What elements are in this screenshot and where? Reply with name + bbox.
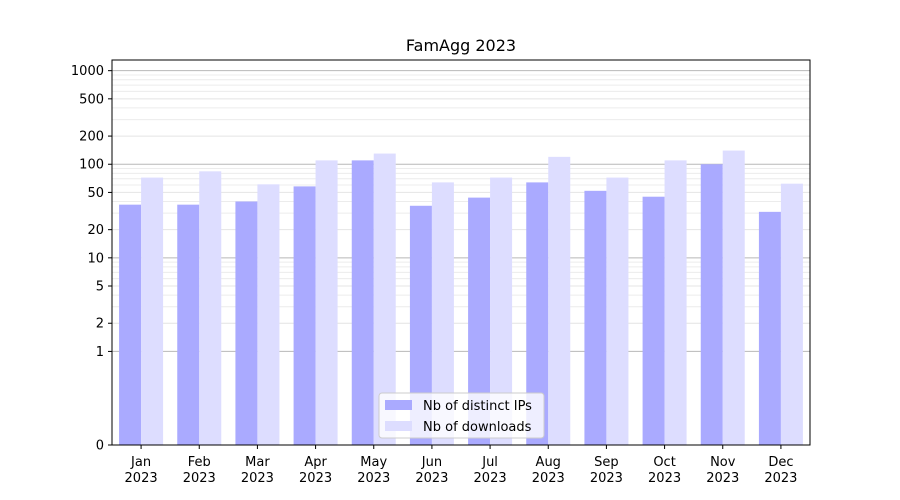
x-tick-label-month: Jun [421, 455, 442, 470]
x-tick-label-month: Oct [653, 455, 675, 470]
legend-label: Nb of downloads [423, 420, 532, 435]
bar-distinct-ips [642, 196, 665, 445]
x-tick-label-year: 2023 [125, 471, 158, 486]
bar-distinct-ips [235, 201, 258, 445]
bars [119, 150, 803, 446]
legend: Nb of distinct IPs Nb of downloads [378, 392, 545, 439]
legend-swatch [385, 421, 412, 431]
bar-distinct-ips [700, 164, 723, 445]
bar-distinct-ips [177, 204, 200, 445]
x-tick-label-year: 2023 [590, 471, 623, 486]
x-tick-label-month: Apr [304, 455, 327, 470]
x-tick-label-year: 2023 [299, 471, 332, 486]
bar-downloads [664, 160, 687, 445]
bar-downloads [490, 177, 513, 446]
x-tick-label-year: 2023 [474, 471, 507, 486]
y-tick-label: 2 [96, 317, 104, 332]
x-tick-label-year: 2023 [532, 471, 565, 486]
bar-distinct-ips [468, 197, 491, 445]
bar-distinct-ips [119, 204, 142, 445]
y-tick-label: 500 [79, 92, 104, 107]
x-tick-label-year: 2023 [415, 471, 448, 486]
y-tick-label: 200 [79, 130, 104, 145]
y-tick-label: 100 [79, 158, 104, 173]
x-tick-label-year: 2023 [648, 471, 681, 486]
bar-downloads [722, 150, 745, 445]
x-tick-label-year: 2023 [706, 471, 739, 486]
y-tick-label: 1000 [71, 64, 104, 79]
bar-distinct-ips [351, 160, 374, 445]
x-tick-label-year: 2023 [241, 471, 274, 486]
legend-swatch [385, 400, 412, 410]
x-tick-label-month: Sep [594, 455, 619, 470]
chart-title: FamAgg 2023 [406, 36, 516, 55]
bar-distinct-ips [526, 182, 549, 445]
x-tick-label-month: Mar [245, 455, 270, 470]
y-tick-label: 20 [87, 223, 104, 238]
bar-downloads [257, 184, 280, 445]
legend-label: Nb of distinct IPs [423, 399, 532, 414]
x-tick-label-year: 2023 [183, 471, 216, 486]
bar-downloads [141, 177, 164, 446]
x-tick-label-year: 2023 [764, 471, 797, 486]
bar-distinct-ips [409, 205, 432, 445]
x-tick-label-month: Jan [130, 455, 151, 470]
y-tick-label: 50 [87, 186, 104, 201]
bar-downloads [315, 160, 338, 445]
x-axis: Jan2023Feb2023Mar2023Apr2023May2023Jun20… [125, 445, 797, 486]
bar-distinct-ips [758, 211, 781, 445]
bar-downloads [199, 171, 222, 445]
bar-distinct-ips [584, 190, 607, 445]
x-tick-label-month: Aug [536, 455, 561, 470]
bar-downloads [548, 156, 571, 446]
bar-downloads [606, 177, 629, 446]
bar-distinct-ips [293, 186, 316, 445]
legend-box [378, 392, 545, 439]
y-tick-label: 0 [96, 439, 104, 454]
y-tick-label: 5 [96, 280, 104, 295]
plot-frame [111, 59, 811, 446]
x-tick-label-month: Dec [768, 455, 793, 470]
y-tick-label: 1 [96, 345, 104, 360]
grid-lines [112, 70, 810, 446]
x-tick-label-month: May [360, 455, 387, 470]
x-tick-label-month: Jul [481, 455, 498, 470]
y-tick-label: 10 [87, 251, 104, 266]
bar-downloads [780, 183, 803, 445]
x-tick-label-month: Nov [710, 455, 736, 470]
x-tick-label-month: Feb [188, 455, 211, 470]
bar-downloads [373, 153, 396, 446]
bar-downloads [431, 182, 454, 445]
x-tick-label-year: 2023 [357, 471, 390, 486]
y-axis: 0 1 2 5 10 20 50 100 200 500 1000 [71, 64, 112, 454]
